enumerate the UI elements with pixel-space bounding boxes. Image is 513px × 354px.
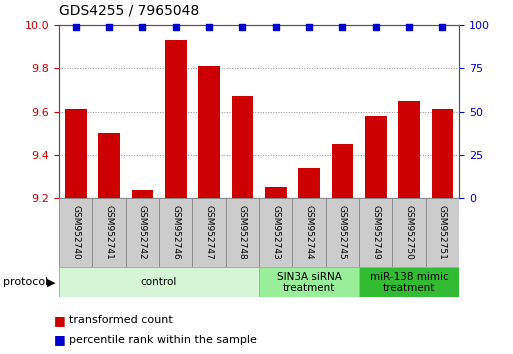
Point <box>371 24 380 29</box>
Text: control: control <box>141 277 177 287</box>
Text: ■: ■ <box>54 333 66 346</box>
Bar <box>398 101 420 198</box>
Bar <box>59 267 259 297</box>
Bar <box>65 109 87 198</box>
Text: GSM952750: GSM952750 <box>405 205 413 260</box>
Bar <box>426 198 459 267</box>
Text: GSM952749: GSM952749 <box>371 205 380 260</box>
Point <box>105 24 113 29</box>
Bar <box>365 116 387 198</box>
Point <box>71 24 80 29</box>
Text: GSM952747: GSM952747 <box>205 205 213 260</box>
Point <box>405 24 413 29</box>
Bar <box>359 198 392 267</box>
Bar <box>292 198 326 267</box>
Point <box>205 24 213 29</box>
Bar <box>226 198 259 267</box>
Point <box>171 24 180 29</box>
Text: protocol: protocol <box>3 277 48 287</box>
Bar <box>298 168 320 198</box>
Text: GSM952746: GSM952746 <box>171 205 180 260</box>
Bar <box>326 198 359 267</box>
Bar <box>92 198 126 267</box>
Bar <box>265 187 287 198</box>
Text: transformed count: transformed count <box>69 315 173 325</box>
Text: GSM952742: GSM952742 <box>138 205 147 260</box>
Point <box>438 24 446 29</box>
Text: GSM952748: GSM952748 <box>238 205 247 260</box>
Bar <box>331 144 353 198</box>
Bar <box>259 198 292 267</box>
Bar <box>392 198 426 267</box>
Bar <box>98 133 120 198</box>
Text: ■: ■ <box>54 314 66 327</box>
Bar <box>59 198 92 267</box>
Bar <box>259 267 359 297</box>
Text: GDS4255 / 7965048: GDS4255 / 7965048 <box>59 4 199 18</box>
Point <box>271 24 280 29</box>
Text: SIN3A siRNA
treatment: SIN3A siRNA treatment <box>277 272 342 293</box>
Text: GSM952743: GSM952743 <box>271 205 280 260</box>
Bar <box>359 267 459 297</box>
Bar <box>431 109 453 198</box>
Text: percentile rank within the sample: percentile rank within the sample <box>69 335 257 345</box>
Text: GSM952745: GSM952745 <box>338 205 347 260</box>
Text: GSM952751: GSM952751 <box>438 205 447 260</box>
Text: miR-138 mimic
treatment: miR-138 mimic treatment <box>370 272 448 293</box>
Text: ▶: ▶ <box>47 277 56 287</box>
Point <box>305 24 313 29</box>
Bar <box>131 190 153 198</box>
Bar <box>231 96 253 198</box>
Text: GSM952740: GSM952740 <box>71 205 80 260</box>
Bar <box>165 40 187 198</box>
Text: GSM952741: GSM952741 <box>105 205 113 260</box>
Point <box>138 24 146 29</box>
Text: GSM952744: GSM952744 <box>305 205 313 260</box>
Bar <box>159 198 192 267</box>
Point <box>338 24 346 29</box>
Bar <box>198 66 220 198</box>
Bar <box>126 198 159 267</box>
Point <box>238 24 246 29</box>
Bar <box>192 198 226 267</box>
